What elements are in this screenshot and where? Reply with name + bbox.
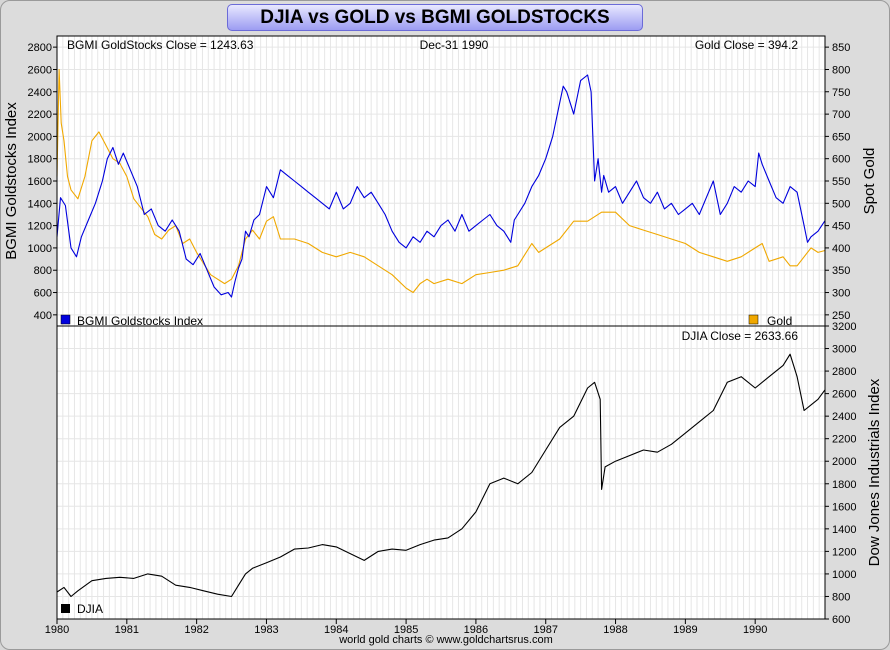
x-tick-label: 1985 xyxy=(394,624,418,636)
left-y-tick-label: 400 xyxy=(34,310,52,322)
right-y-tick-label: 300 xyxy=(832,288,850,300)
x-tick-label: 1983 xyxy=(254,624,278,636)
right-y-tick-label: 550 xyxy=(832,176,850,188)
right-y-tick-label: 750 xyxy=(832,87,850,99)
gold-legend-swatch xyxy=(748,314,759,325)
x-tick-label: 1986 xyxy=(464,624,488,636)
bgmi-series-line xyxy=(56,74,826,298)
left-y-tick-label: 2600 xyxy=(28,64,52,76)
left-y-tick-label: 1400 xyxy=(28,198,52,210)
date-readout: Dec-31 1990 xyxy=(420,38,489,52)
x-tick-label: 1989 xyxy=(673,624,697,636)
djia-y-tick-label: 1600 xyxy=(832,501,856,513)
djia-y-tick-label: 2600 xyxy=(832,389,856,401)
right-y-tick-label: 250 xyxy=(832,310,850,322)
right-y-tick-label: 400 xyxy=(832,243,850,255)
bgmi-close-readout: BGMI GoldStocks Close = 1243.63 xyxy=(67,38,254,52)
djia-y-tick-label: 800 xyxy=(832,591,850,603)
djia-y-tick-label: 2400 xyxy=(832,411,856,423)
x-tick-label: 1984 xyxy=(324,624,348,636)
gold-series-line xyxy=(56,68,826,294)
gold-close-readout: Gold Close = 394.2 xyxy=(695,38,798,52)
left-y-tick-label: 2200 xyxy=(28,109,52,121)
djia-legend-swatch xyxy=(61,604,70,613)
left-y-tick-label: 800 xyxy=(34,265,52,277)
left-y-tick-label: 600 xyxy=(34,288,52,300)
bottom-panel-border xyxy=(56,325,826,620)
x-tick-label: 1981 xyxy=(115,624,139,636)
djia-axis-title: Dow Jones Industrials Index xyxy=(866,378,883,566)
right-axis-title: Spot Gold xyxy=(861,148,878,215)
djia-y-tick-label: 2200 xyxy=(832,434,856,446)
x-tick-label: 1988 xyxy=(603,624,627,636)
djia-legend-label: DJIA xyxy=(77,602,103,616)
djia-y-tick-label: 3000 xyxy=(832,344,856,356)
djia-series-line xyxy=(56,353,826,598)
djia-y-tick-label: 600 xyxy=(832,614,850,626)
djia-y-tick-label: 2800 xyxy=(832,366,856,378)
left-y-tick-label: 2400 xyxy=(28,87,52,99)
left-y-tick-label: 1200 xyxy=(28,221,52,233)
right-y-tick-label: 450 xyxy=(832,221,850,233)
bgmi-legend-swatch xyxy=(60,314,71,325)
credit-text: world gold charts © www.goldchartsrus.co… xyxy=(339,634,553,646)
x-tick-label: 1987 xyxy=(533,624,557,636)
right-y-tick-label: 850 xyxy=(832,42,850,54)
right-y-tick-label: 800 xyxy=(832,64,850,76)
djia-y-tick-label: 1400 xyxy=(832,524,856,536)
left-y-tick-label: 2000 xyxy=(28,131,52,143)
djia-y-tick-label: 1000 xyxy=(832,569,856,581)
djia-close-readout: DJIA Close = 2633.66 xyxy=(682,329,799,343)
left-y-tick-label: 1800 xyxy=(28,154,52,166)
left-y-tick-label: 1000 xyxy=(28,243,52,255)
right-y-tick-label: 700 xyxy=(832,109,850,121)
x-tick-label: 1980 xyxy=(45,624,69,636)
left-y-tick-label: 2800 xyxy=(28,42,52,54)
x-tick-label: 1990 xyxy=(743,624,767,636)
right-y-tick-label: 500 xyxy=(832,198,850,210)
right-y-tick-label: 650 xyxy=(832,131,850,143)
gold-legend-label: Gold xyxy=(767,314,792,328)
left-y-tick-label: 1600 xyxy=(28,176,52,188)
bgmi-legend-label: BGMI Goldstocks Index xyxy=(77,314,203,328)
chart-title: DJIA vs GOLD vs BGMI GOLDSTOCKS xyxy=(227,4,643,31)
djia-y-tick-label: 3200 xyxy=(832,321,856,333)
x-tick-label: 1982 xyxy=(184,624,208,636)
right-y-tick-label: 350 xyxy=(832,265,850,277)
left-axis-title: BGMI Goldstocks Index xyxy=(3,102,20,260)
djia-y-tick-label: 2000 xyxy=(832,456,856,468)
right-y-tick-label: 600 xyxy=(832,154,850,166)
djia-y-tick-label: 1200 xyxy=(832,546,856,558)
djia-y-tick-label: 1800 xyxy=(832,479,856,491)
